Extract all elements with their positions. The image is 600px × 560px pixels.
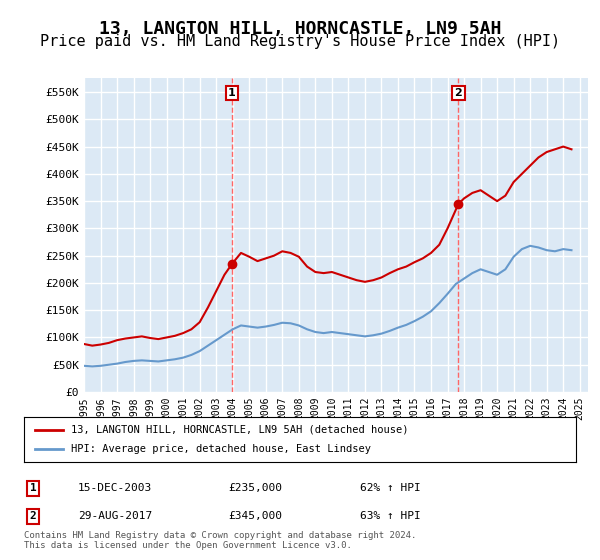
Text: 62% ↑ HPI: 62% ↑ HPI	[360, 483, 421, 493]
Text: HPI: Average price, detached house, East Lindsey: HPI: Average price, detached house, East…	[71, 445, 371, 455]
Text: 13, LANGTON HILL, HORNCASTLE, LN9 5AH (detached house): 13, LANGTON HILL, HORNCASTLE, LN9 5AH (d…	[71, 424, 409, 435]
Text: Price paid vs. HM Land Registry's House Price Index (HPI): Price paid vs. HM Land Registry's House …	[40, 34, 560, 49]
Text: 29-AUG-2017: 29-AUG-2017	[78, 511, 152, 521]
Text: 15-DEC-2003: 15-DEC-2003	[78, 483, 152, 493]
Text: 2: 2	[29, 511, 37, 521]
Text: Contains HM Land Registry data © Crown copyright and database right 2024.
This d: Contains HM Land Registry data © Crown c…	[24, 530, 416, 550]
Text: 1: 1	[29, 483, 37, 493]
Text: 63% ↑ HPI: 63% ↑ HPI	[360, 511, 421, 521]
Text: £235,000: £235,000	[228, 483, 282, 493]
Text: 13, LANGTON HILL, HORNCASTLE, LN9 5AH: 13, LANGTON HILL, HORNCASTLE, LN9 5AH	[99, 20, 501, 38]
Text: 2: 2	[455, 88, 463, 98]
Text: £345,000: £345,000	[228, 511, 282, 521]
Text: 1: 1	[228, 88, 236, 98]
